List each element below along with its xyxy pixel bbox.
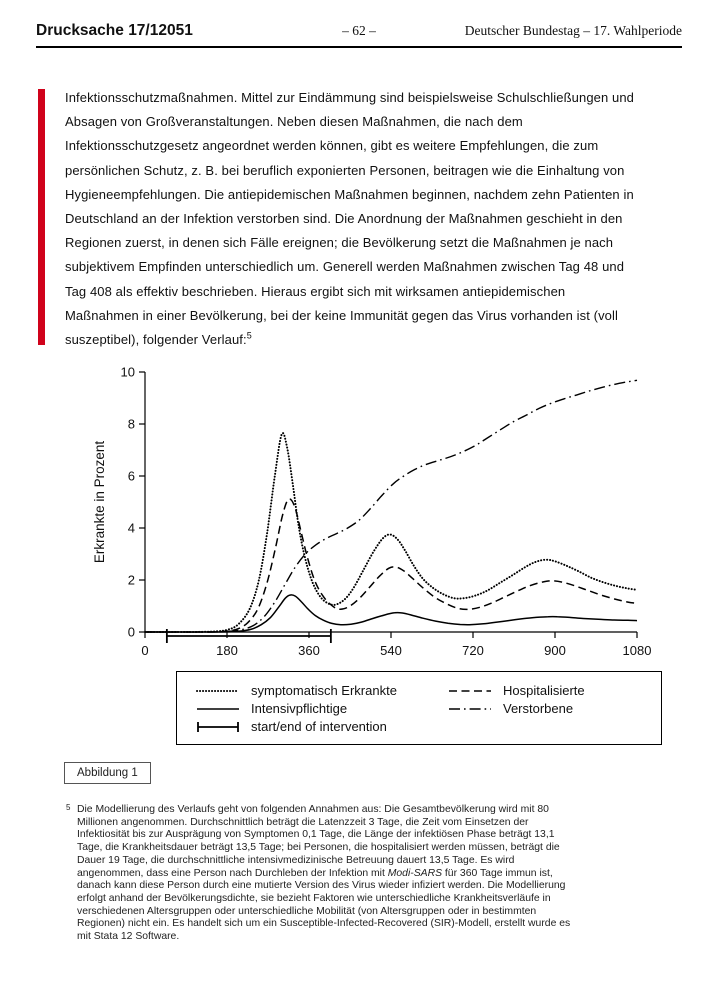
x-tick-label: 900 — [544, 643, 566, 658]
footnote-line: Tage, die Krankheitsdauer beträgt 13,5 T… — [77, 842, 560, 854]
footnote-line: Infektiosität bis zur Ausprägung von Sym… — [77, 829, 555, 841]
legend-item-icu: Intensivpflichtige — [195, 701, 447, 716]
footnote-line: Regionen) nicht ein. Es handelt sich um … — [77, 918, 571, 930]
body-paragraph: Infektionsschutzmaßnahmen. Mittel zur Ei… — [65, 86, 673, 352]
x-tick-label: 720 — [462, 643, 484, 658]
body-line: Absagen von Großveranstaltungen. Neben d… — [65, 114, 523, 130]
series-line-dotted — [144, 432, 638, 634]
legend-label-deceased: Verstorbene — [503, 700, 574, 716]
footnote-marker: 5 — [66, 803, 71, 812]
body-line: Maßnahmen in einer Bevölkerung, bei der … — [65, 307, 618, 323]
footnote-line: Dauer 19 Tage, die durchschnittliche int… — [77, 854, 515, 866]
x-tick-label: 360 — [298, 643, 320, 658]
footnote-line-text: für 360 Tage immun ist, — [442, 867, 553, 879]
footnote-line: erfolgt anhand der Bevölkerungsdichte, s… — [77, 892, 551, 904]
epidemic-curve-chart: 0 2 4 6 8 10 0 180 360 540 720 900 1080 Erkrankte in … — [92, 365, 652, 659]
body-line: Regionen zuerst, in denen sich Fälle ere… — [65, 235, 614, 251]
chart-legend: symptomatisch Erkrankte Hospitalisierte … — [176, 671, 662, 745]
y-tick-label: 10 — [121, 365, 135, 380]
y-tick-label: 0 — [128, 625, 135, 640]
solid-line-icon — [197, 707, 239, 710]
x-tick-label: 540 — [380, 643, 402, 658]
y-tick-label: 6 — [128, 469, 135, 484]
doc-number: Drucksache 17/12051 — [36, 22, 193, 39]
series-line-dashdot — [144, 379, 638, 633]
footnote-line: Millionen angenommen. Durchschnittlich b… — [77, 816, 529, 828]
page-number: – 62 – — [342, 23, 376, 38]
footnote-line: verschiedenen Altersgruppen oder untersc… — [77, 905, 537, 917]
footnote-italic-term: Modi-SARS — [387, 867, 443, 879]
x-tick-label: 180 — [216, 643, 238, 658]
figure-caption: Abbildung 1 — [77, 767, 138, 779]
legend-label-intervention: start/end of intervention — [251, 718, 387, 734]
footnote-line: angenommen, dass eine Person nach Durchl… — [77, 868, 676, 881]
y-tick-label: 4 — [128, 521, 135, 536]
body-line: subjektivem Empfinden unterschiedlich um… — [65, 259, 625, 275]
legend-item-symptomatic: symptomatisch Erkrankte — [195, 683, 447, 698]
page-header: Drucksache 17/12051 – 62 – Deutscher Bun… — [36, 22, 682, 40]
footnote-section: 5 Die Modellierung des Verlaufs geht von… — [64, 803, 676, 944]
body-line: Deutschland an der Infektion verstorben … — [65, 211, 623, 227]
intervention-range-icon — [197, 721, 239, 732]
dotted-line-icon — [196, 689, 240, 692]
legend-label-symptomatic: symptomatisch Erkrankte — [251, 682, 397, 698]
series-line-dashed — [144, 498, 638, 633]
body-line: Infektionsschutzgesetz angeordnet werden… — [65, 138, 599, 154]
footnote-line: mit Stata 12 Software. — [77, 931, 180, 943]
figure-caption-box: Abbildung 1 — [64, 762, 151, 784]
publication-title: Deutscher Bundestag – 17. Wahlperiode — [464, 23, 682, 38]
x-tick-label: 0 — [141, 643, 148, 658]
series-line-solid — [144, 594, 638, 633]
change-marker-bar — [38, 89, 45, 345]
body-line-text: suszeptibel), folgender Verlauf: — [65, 332, 247, 348]
dashed-line-icon — [449, 689, 491, 692]
y-tick-label: 2 — [128, 573, 135, 588]
footnote-line: Die Modellierung des Verlaufs geht von f… — [77, 804, 549, 815]
y-tick-label: 8 — [128, 417, 135, 432]
body-line: Tag 408 als effektiv beschrieben. Hierau… — [65, 283, 566, 299]
footnote-line-text: angenommen, dass eine Person nach Durchl… — [77, 867, 388, 879]
legend-item-intervention: start/end of intervention — [195, 719, 447, 734]
legend-item-deceased: Verstorbene — [447, 701, 653, 716]
body-line: suszeptibel), folgender Verlauf:5 — [65, 328, 673, 352]
dashdot-line-icon — [449, 707, 491, 710]
body-line: Infektionsschutzmaßnahmen. Mittel zur Ei… — [65, 90, 635, 105]
legend-item-hospitalized: Hospitalisierte — [447, 683, 653, 698]
legend-label-hospitalized: Hospitalisierte — [503, 682, 585, 698]
y-axis-label: Erkrankte in Prozent — [92, 441, 107, 564]
body-line: Hygieneempfehlungen. Die antiepidemische… — [65, 186, 634, 202]
footnote-line: danach kann diese Person durch eine muti… — [77, 880, 566, 892]
legend-label-icu: Intensivpflichtige — [251, 700, 348, 716]
x-tick-label: 1080 — [623, 643, 652, 658]
body-line: persönlichen Schutz, z. B. bei beruflich… — [65, 162, 625, 178]
footnote-ref: 5 — [246, 330, 252, 341]
header-rule — [36, 46, 682, 48]
